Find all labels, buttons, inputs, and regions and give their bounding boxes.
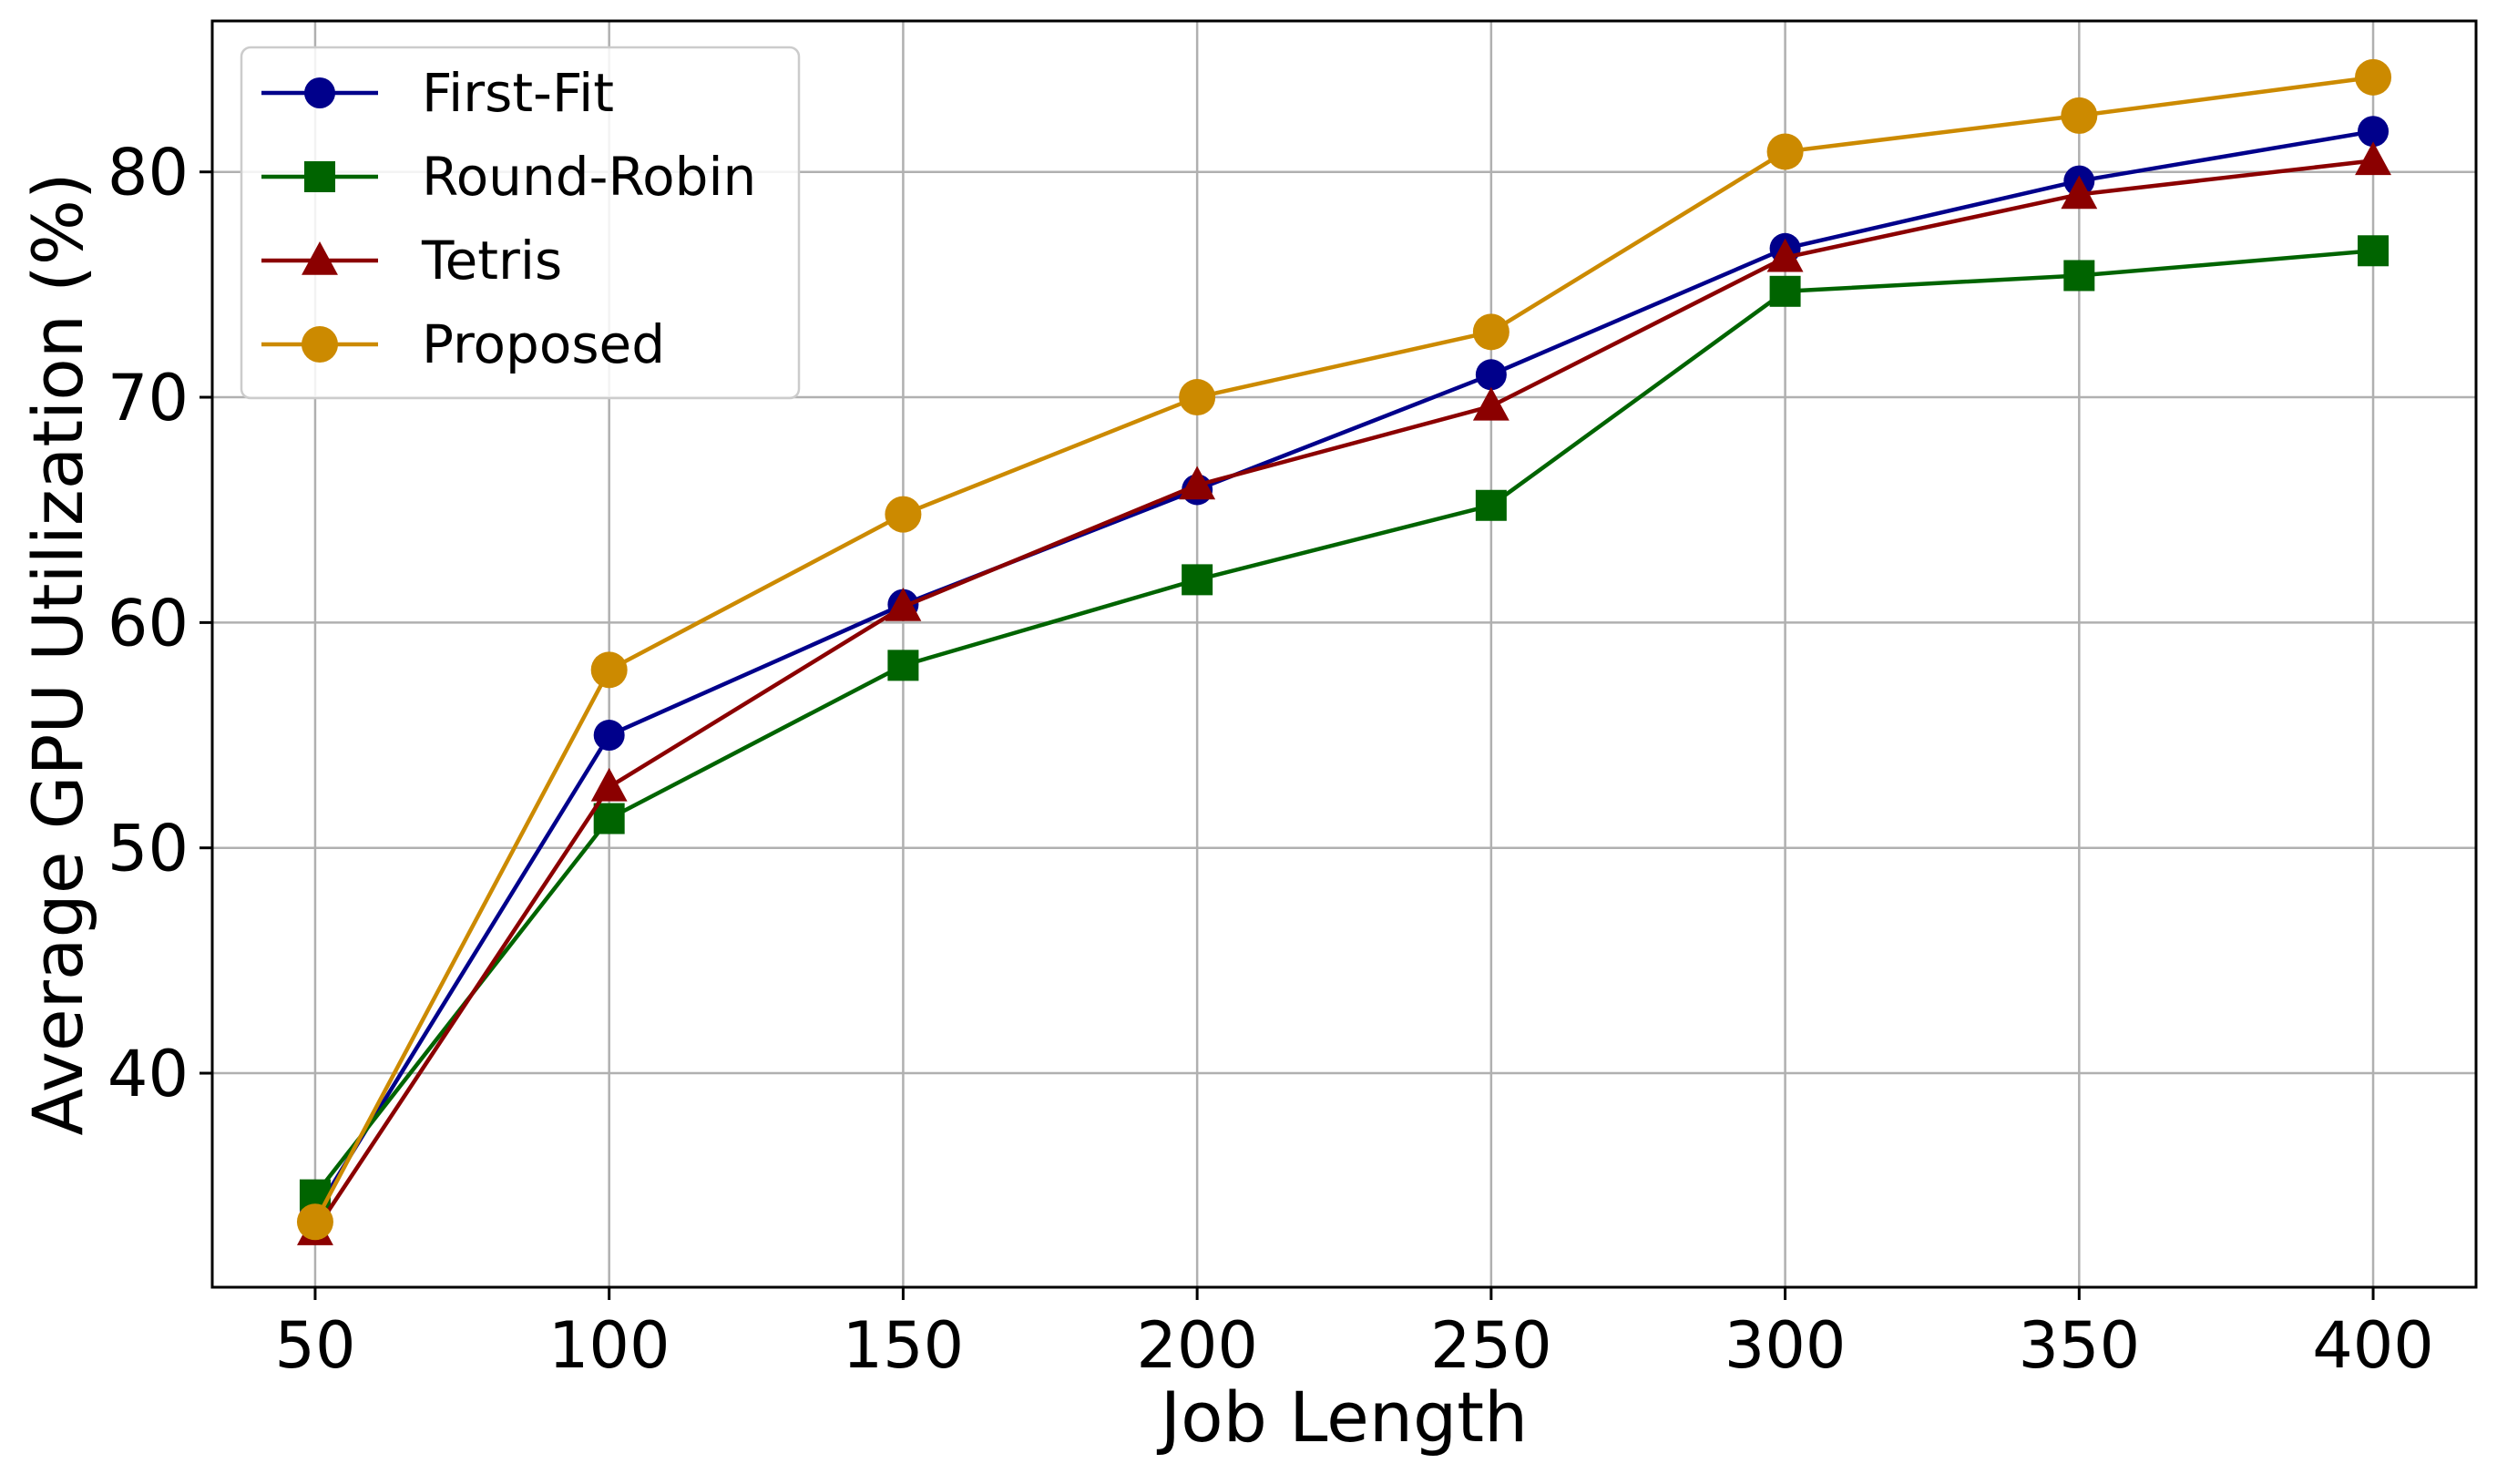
data-point-tetris (2355, 141, 2391, 176)
data-point-proposed (1766, 133, 1804, 170)
legend-label-round-robin: Round-Robin (422, 146, 756, 208)
data-point-first-fit (2358, 116, 2390, 148)
series-layer (296, 58, 2392, 1245)
y-tick-label: 50 (107, 812, 189, 886)
data-point-proposed (2061, 97, 2098, 134)
data-point-tetris (590, 767, 628, 802)
legend-marker-proposed (302, 326, 338, 363)
legend-marker-tetris (302, 241, 338, 275)
x-tick-label: 50 (274, 1308, 355, 1383)
data-point-tetris (885, 588, 922, 621)
legend-marker-round-robin (304, 161, 335, 192)
data-point-tetris (2061, 175, 2098, 210)
x-tick-label: 250 (1430, 1308, 1552, 1383)
legend-label-first-fit: First-Fit (422, 62, 614, 124)
legend-item-proposed: Proposed (261, 313, 665, 375)
data-point-round-robin (1475, 489, 1507, 521)
x-tick-label: 350 (2019, 1308, 2141, 1383)
legend-item-tetris: Tetris (261, 230, 562, 292)
plot-frame (210, 19, 2478, 1289)
legend-item-round-robin: Round-Robin (261, 146, 756, 208)
legend-frame (240, 46, 801, 400)
series-proposed (296, 58, 2392, 1241)
legend-marker-first-fit (304, 77, 335, 108)
data-point-proposed (2355, 58, 2392, 96)
data-point-first-fit (593, 720, 625, 752)
data-point-tetris (1179, 466, 1216, 500)
y-tick-label: 70 (107, 361, 189, 435)
y-axis-title: Average GPU Utilization (%) (17, 172, 98, 1135)
data-point-tetris (1766, 238, 1804, 272)
y-tick-label: 60 (107, 586, 189, 660)
data-point-round-robin (593, 803, 625, 834)
legend-item-first-fit: First-Fit (261, 62, 614, 124)
data-point-proposed (590, 651, 628, 689)
data-point-proposed (1179, 379, 1216, 416)
x-tick-label: 150 (843, 1308, 965, 1383)
axis-ticks: 50 100 150 200 250 300 350 400 40 50 60 70 80 (107, 136, 2434, 1383)
series-round-robin (299, 235, 2390, 1211)
series-line-round-robin (313, 249, 2374, 1196)
data-point-round-robin (887, 650, 919, 681)
data-point-round-robin (2358, 235, 2390, 267)
data-point-tetris (1472, 386, 1509, 421)
data-point-proposed (1472, 313, 1509, 351)
data-point-round-robin (1182, 564, 1213, 596)
x-tick-label: 100 (548, 1308, 670, 1383)
data-point-proposed (885, 496, 922, 533)
x-tick-label: 300 (1724, 1308, 1847, 1383)
y-tick-label: 80 (107, 136, 189, 210)
data-point-proposed (296, 1203, 333, 1241)
x-axis-title: Job Length (1157, 1377, 1528, 1458)
y-tick-label: 40 (107, 1037, 189, 1111)
data-point-round-robin (1769, 275, 1801, 307)
series-line-first-fit (313, 128, 2374, 1214)
series-line-proposed (312, 75, 2374, 1223)
x-tick-label: 200 (1136, 1308, 1258, 1383)
legend-label-tetris: Tetris (421, 230, 562, 292)
series-line-tetris (313, 159, 2374, 1233)
legend-label-proposed: Proposed (422, 313, 665, 375)
series-tetris (297, 141, 2391, 1245)
legend: First-Fit Round-Robin Tetris Proposed (240, 46, 801, 400)
x-tick-label: 400 (2312, 1308, 2434, 1383)
data-point-first-fit (1475, 359, 1507, 391)
data-point-round-robin (2063, 260, 2095, 292)
